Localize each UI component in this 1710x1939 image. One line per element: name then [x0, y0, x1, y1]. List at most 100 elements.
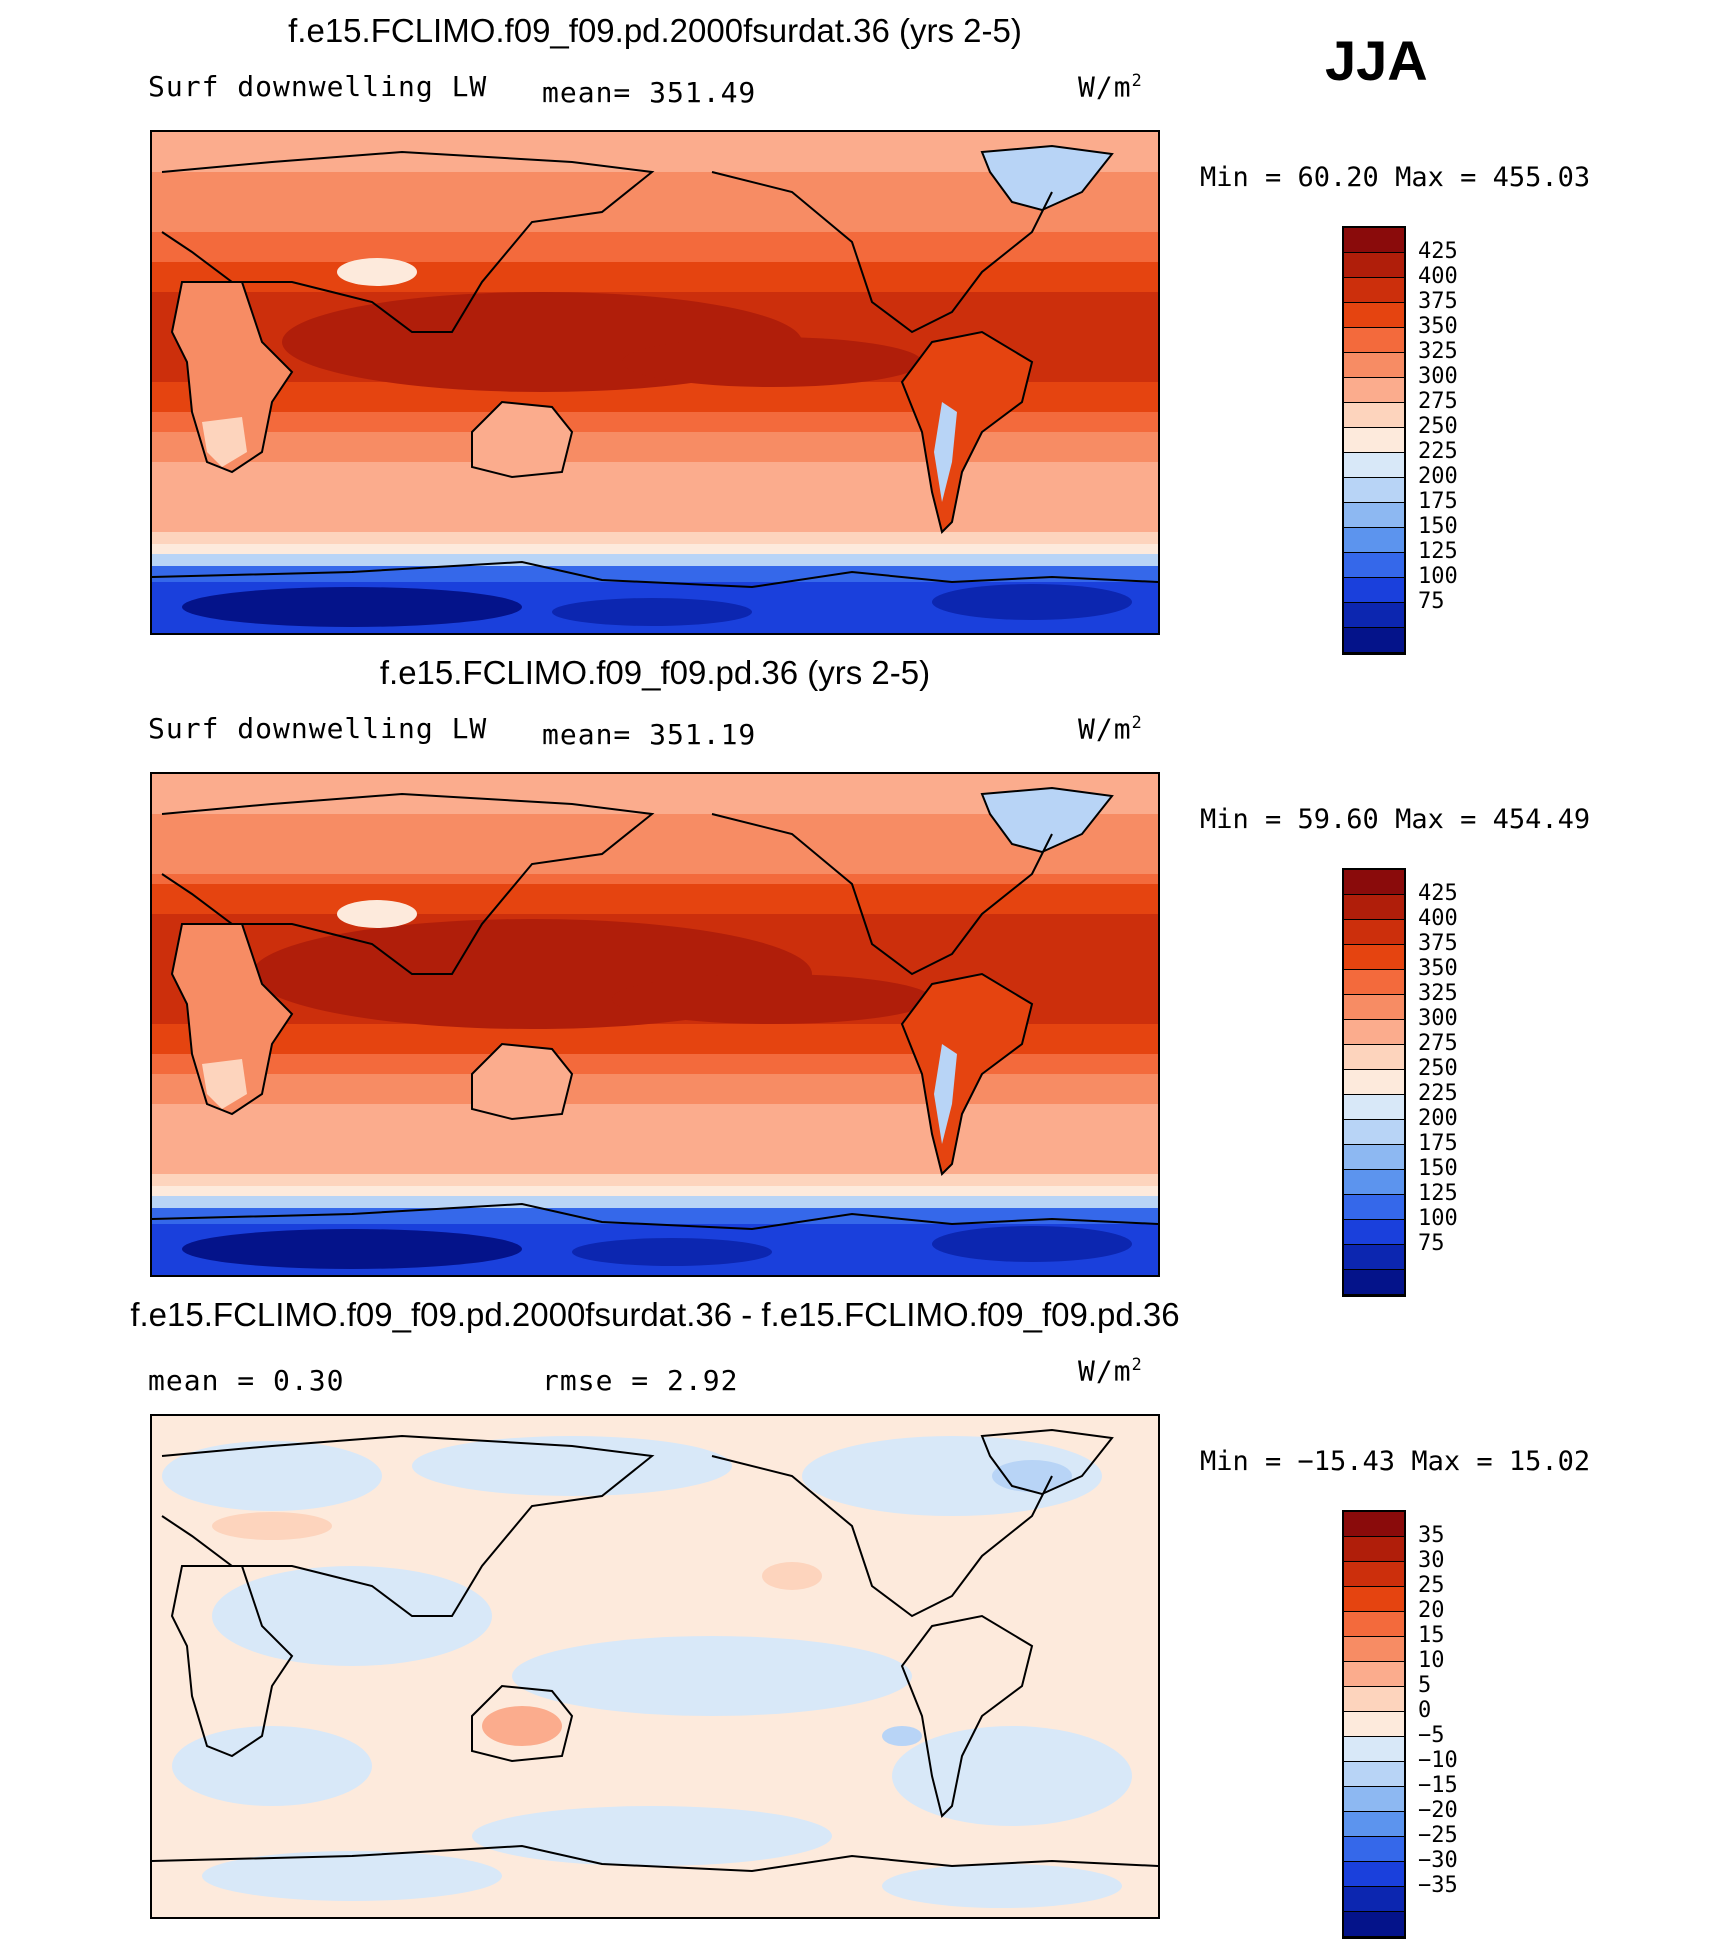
panel2-map [150, 772, 1160, 1277]
colorbar-swatch [1344, 1537, 1404, 1562]
colorbar-tick-label: 75 [1418, 1231, 1445, 1256]
colorbar-tick-label: 10 [1418, 1648, 1445, 1673]
colorbar-tick-label: −10 [1418, 1748, 1458, 1773]
colorbar-tick-label: 30 [1418, 1548, 1445, 1573]
colorbar-tick-label: 200 [1418, 1106, 1458, 1131]
colorbar-tick-label: 425 [1418, 239, 1458, 264]
colorbar-swatch [1344, 1120, 1404, 1145]
colorbar-tick-label: 250 [1418, 1056, 1458, 1081]
colorbar-swatch [1344, 1020, 1404, 1045]
panel3-units: W/m2 [1078, 1354, 1143, 1388]
colorbar-tick-label: 300 [1418, 364, 1458, 389]
panel2-map-svg [152, 774, 1158, 1275]
colorbar-tick-label: 275 [1418, 1031, 1458, 1056]
season-label: JJA [1325, 29, 1428, 92]
panel2-minmax: Min = 59.60 Max = 454.49 [1200, 804, 1591, 835]
colorbar-swatch [1344, 1070, 1404, 1095]
colorbar-swatch [1344, 1220, 1404, 1245]
colorbar-tick-label: 400 [1418, 906, 1458, 931]
colorbar-tick-label: −35 [1418, 1873, 1458, 1898]
panel2-units: W/m2 [1078, 712, 1143, 746]
colorbar-swatch [1344, 970, 1404, 995]
colorbar-swatch [1344, 1170, 1404, 1195]
colorbar-tick-label: −20 [1418, 1798, 1458, 1823]
colorbar-swatch [1344, 895, 1404, 920]
colorbar-swatch [1344, 1687, 1404, 1712]
panel3-mean: mean = 0.30 [148, 1364, 345, 1397]
colorbar-swatch [1344, 503, 1404, 528]
colorbar-tick-label: 35 [1418, 1523, 1445, 1548]
colorbar-swatch [1344, 228, 1404, 253]
colorbar-swatch [1344, 1812, 1404, 1837]
panel2-colorbar [1342, 868, 1406, 1297]
colorbar-tick-label: 325 [1418, 339, 1458, 364]
colorbar-swatch [1344, 578, 1404, 603]
panel2-mean: mean= 351.19 [542, 718, 757, 751]
colorbar-tick-label: 125 [1418, 1181, 1458, 1206]
colorbar-swatch [1344, 1145, 1404, 1170]
colorbar-tick-label: 0 [1418, 1698, 1432, 1723]
colorbar-tick-label: −5 [1418, 1723, 1445, 1748]
colorbar-tick-label: 425 [1418, 881, 1458, 906]
colorbar-tick-label: 150 [1418, 514, 1458, 539]
colorbar-swatch [1344, 1712, 1404, 1737]
colorbar-tick-label: 75 [1418, 589, 1445, 614]
colorbar-tick-label: −15 [1418, 1773, 1458, 1798]
colorbar-swatch [1344, 1512, 1404, 1537]
panel3-minmax: Min = −15.43 Max = 15.02 [1200, 1446, 1591, 1477]
colorbar-swatch [1344, 553, 1404, 578]
panel2-variable: Surf downwelling LW [148, 712, 488, 745]
panel1-minmax: Min = 60.20 Max = 455.03 [1200, 162, 1591, 193]
colorbar-tick-label: 375 [1418, 931, 1458, 956]
colorbar-swatch [1344, 995, 1404, 1020]
colorbar-tick-label: 175 [1418, 489, 1458, 514]
colorbar-tick-label: 150 [1418, 1156, 1458, 1181]
colorbar-swatch [1344, 1195, 1404, 1220]
colorbar-tick-label: 350 [1418, 314, 1458, 339]
panel1-colorbar [1342, 226, 1406, 655]
colorbar-swatch [1344, 378, 1404, 403]
panel3-map [150, 1414, 1160, 1919]
colorbar-swatch [1344, 1095, 1404, 1120]
colorbar-tick-label: 200 [1418, 464, 1458, 489]
colorbar-swatch [1344, 1787, 1404, 1812]
panel2-title: f.e15.FCLIMO.f09_f09.pd.36 (yrs 2-5) [379, 654, 931, 691]
panel1-variable: Surf downwelling LW [148, 70, 488, 103]
colorbar-swatch [1344, 1862, 1404, 1887]
colorbar-swatch [1344, 870, 1404, 895]
colorbar-swatch [1344, 1737, 1404, 1762]
colorbar-tick-label: −30 [1418, 1848, 1458, 1873]
colorbar-swatch [1344, 1562, 1404, 1587]
colorbar-tick-label: 100 [1418, 564, 1458, 589]
colorbar-tick-label: 275 [1418, 389, 1458, 414]
colorbar-tick-label: 125 [1418, 539, 1458, 564]
colorbar-tick-label: 225 [1418, 439, 1458, 464]
colorbar-tick-label: 5 [1418, 1673, 1432, 1698]
colorbar-swatch [1344, 1612, 1404, 1637]
colorbar-swatch [1344, 920, 1404, 945]
panel3-map-svg [152, 1416, 1158, 1917]
colorbar-swatch [1344, 1887, 1404, 1912]
colorbar-tick-label: 15 [1418, 1623, 1445, 1648]
panel3-rmse: rmse = 2.92 [542, 1364, 739, 1397]
colorbar-swatch [1344, 303, 1404, 328]
colorbar-swatch [1344, 328, 1404, 353]
colorbar-swatch [1344, 1637, 1404, 1662]
colorbar-tick-label: 100 [1418, 1206, 1458, 1231]
colorbar-tick-label: −25 [1418, 1823, 1458, 1848]
colorbar-tick-label: 375 [1418, 289, 1458, 314]
colorbar-swatch [1344, 1662, 1404, 1687]
panel3-title: f.e15.FCLIMO.f09_f09.pd.2000fsurdat.36 -… [130, 1296, 1180, 1333]
colorbar-swatch [1344, 603, 1404, 628]
colorbar-swatch [1344, 478, 1404, 503]
colorbar-swatch [1344, 945, 1404, 970]
panel1-title: f.e15.FCLIMO.f09_f09.pd.2000fsurdat.36 (… [288, 12, 1022, 49]
colorbar-swatch [1344, 1762, 1404, 1787]
colorbar-swatch [1344, 1587, 1404, 1612]
panel3-colorbar [1342, 1510, 1406, 1939]
colorbar-swatch [1344, 1270, 1404, 1295]
colorbar-tick-label: 350 [1418, 956, 1458, 981]
colorbar-swatch [1344, 253, 1404, 278]
colorbar-swatch [1344, 528, 1404, 553]
colorbar-tick-label: 175 [1418, 1131, 1458, 1156]
